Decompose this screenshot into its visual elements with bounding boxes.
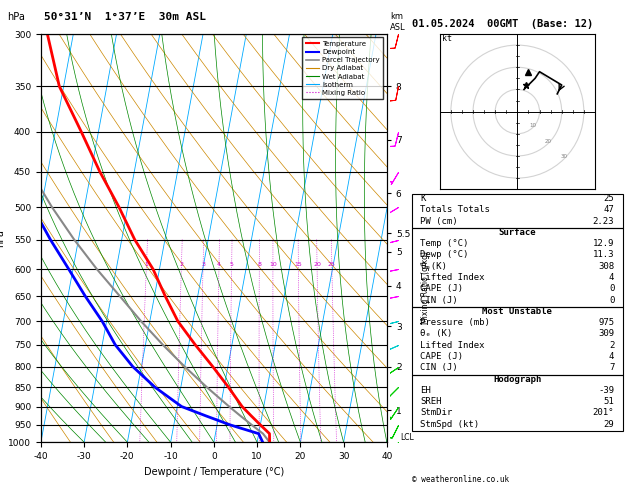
Text: CIN (J): CIN (J) bbox=[420, 363, 458, 372]
Bar bbox=[412, 194, 623, 228]
Text: 1: 1 bbox=[145, 262, 148, 267]
Text: 30: 30 bbox=[560, 154, 567, 159]
Text: 4: 4 bbox=[609, 273, 615, 282]
Text: 10: 10 bbox=[530, 123, 537, 128]
Text: 309: 309 bbox=[598, 330, 615, 338]
Text: 0: 0 bbox=[609, 295, 615, 305]
Text: 201°: 201° bbox=[593, 408, 615, 417]
Bar bbox=[412, 307, 623, 375]
Legend: Temperature, Dewpoint, Parcel Trajectory, Dry Adiabat, Wet Adiabat, Isotherm, Mi: Temperature, Dewpoint, Parcel Trajectory… bbox=[302, 37, 383, 100]
Text: 29: 29 bbox=[604, 420, 615, 429]
Text: 20: 20 bbox=[545, 139, 552, 143]
Text: PW (cm): PW (cm) bbox=[420, 217, 458, 226]
Text: 5: 5 bbox=[230, 262, 233, 267]
Text: 47: 47 bbox=[604, 205, 615, 214]
Text: 01.05.2024  00GMT  (Base: 12): 01.05.2024 00GMT (Base: 12) bbox=[412, 19, 593, 29]
Text: 20: 20 bbox=[313, 262, 321, 267]
Text: 50°31’N  1°37’E  30m ASL: 50°31’N 1°37’E 30m ASL bbox=[44, 12, 206, 22]
Text: 975: 975 bbox=[598, 318, 615, 327]
Text: 12.9: 12.9 bbox=[593, 239, 615, 248]
Text: SREH: SREH bbox=[420, 397, 442, 406]
Bar bbox=[412, 375, 623, 431]
Text: Lifted Index: Lifted Index bbox=[420, 273, 485, 282]
Text: Totals Totals: Totals Totals bbox=[420, 205, 490, 214]
Text: 15: 15 bbox=[294, 262, 302, 267]
Text: -39: -39 bbox=[598, 386, 615, 395]
Text: 25: 25 bbox=[328, 262, 336, 267]
Text: Dewp (°C): Dewp (°C) bbox=[420, 250, 469, 260]
Text: CAPE (J): CAPE (J) bbox=[420, 352, 464, 361]
Text: K: K bbox=[420, 194, 426, 203]
Text: Mixing Ratio (g/kg): Mixing Ratio (g/kg) bbox=[421, 251, 430, 324]
Text: 2: 2 bbox=[609, 341, 615, 350]
X-axis label: Dewpoint / Temperature (°C): Dewpoint / Temperature (°C) bbox=[144, 467, 284, 477]
Text: EH: EH bbox=[420, 386, 431, 395]
Y-axis label: hPa: hPa bbox=[0, 229, 6, 247]
Text: Lifted Index: Lifted Index bbox=[420, 341, 485, 350]
Text: LCL: LCL bbox=[401, 433, 415, 442]
Text: 4: 4 bbox=[217, 262, 221, 267]
Text: 2: 2 bbox=[179, 262, 184, 267]
Text: 3: 3 bbox=[201, 262, 205, 267]
Text: 51: 51 bbox=[604, 397, 615, 406]
Text: 308: 308 bbox=[598, 262, 615, 271]
Text: 4: 4 bbox=[609, 352, 615, 361]
Text: Most Unstable: Most Unstable bbox=[482, 307, 552, 316]
Text: Surface: Surface bbox=[499, 228, 536, 237]
Text: 0: 0 bbox=[609, 284, 615, 293]
Text: 25: 25 bbox=[604, 194, 615, 203]
Text: StmSpd (kt): StmSpd (kt) bbox=[420, 420, 479, 429]
Text: CAPE (J): CAPE (J) bbox=[420, 284, 464, 293]
Text: θₑ(K): θₑ(K) bbox=[420, 262, 447, 271]
Bar bbox=[412, 228, 623, 307]
Text: km
ASL: km ASL bbox=[390, 12, 406, 32]
Text: hPa: hPa bbox=[8, 12, 25, 22]
Text: 11.3: 11.3 bbox=[593, 250, 615, 260]
Text: 2.23: 2.23 bbox=[593, 217, 615, 226]
Text: θₑ (K): θₑ (K) bbox=[420, 330, 453, 338]
Text: 7: 7 bbox=[609, 363, 615, 372]
Text: Hodograph: Hodograph bbox=[493, 375, 542, 383]
Text: 8: 8 bbox=[257, 262, 261, 267]
Text: Temp (°C): Temp (°C) bbox=[420, 239, 469, 248]
Text: StmDir: StmDir bbox=[420, 408, 453, 417]
Text: Pressure (mb): Pressure (mb) bbox=[420, 318, 490, 327]
Text: © weatheronline.co.uk: © weatheronline.co.uk bbox=[412, 474, 509, 484]
Text: 10: 10 bbox=[269, 262, 277, 267]
Text: CIN (J): CIN (J) bbox=[420, 295, 458, 305]
Text: kt: kt bbox=[442, 34, 452, 43]
